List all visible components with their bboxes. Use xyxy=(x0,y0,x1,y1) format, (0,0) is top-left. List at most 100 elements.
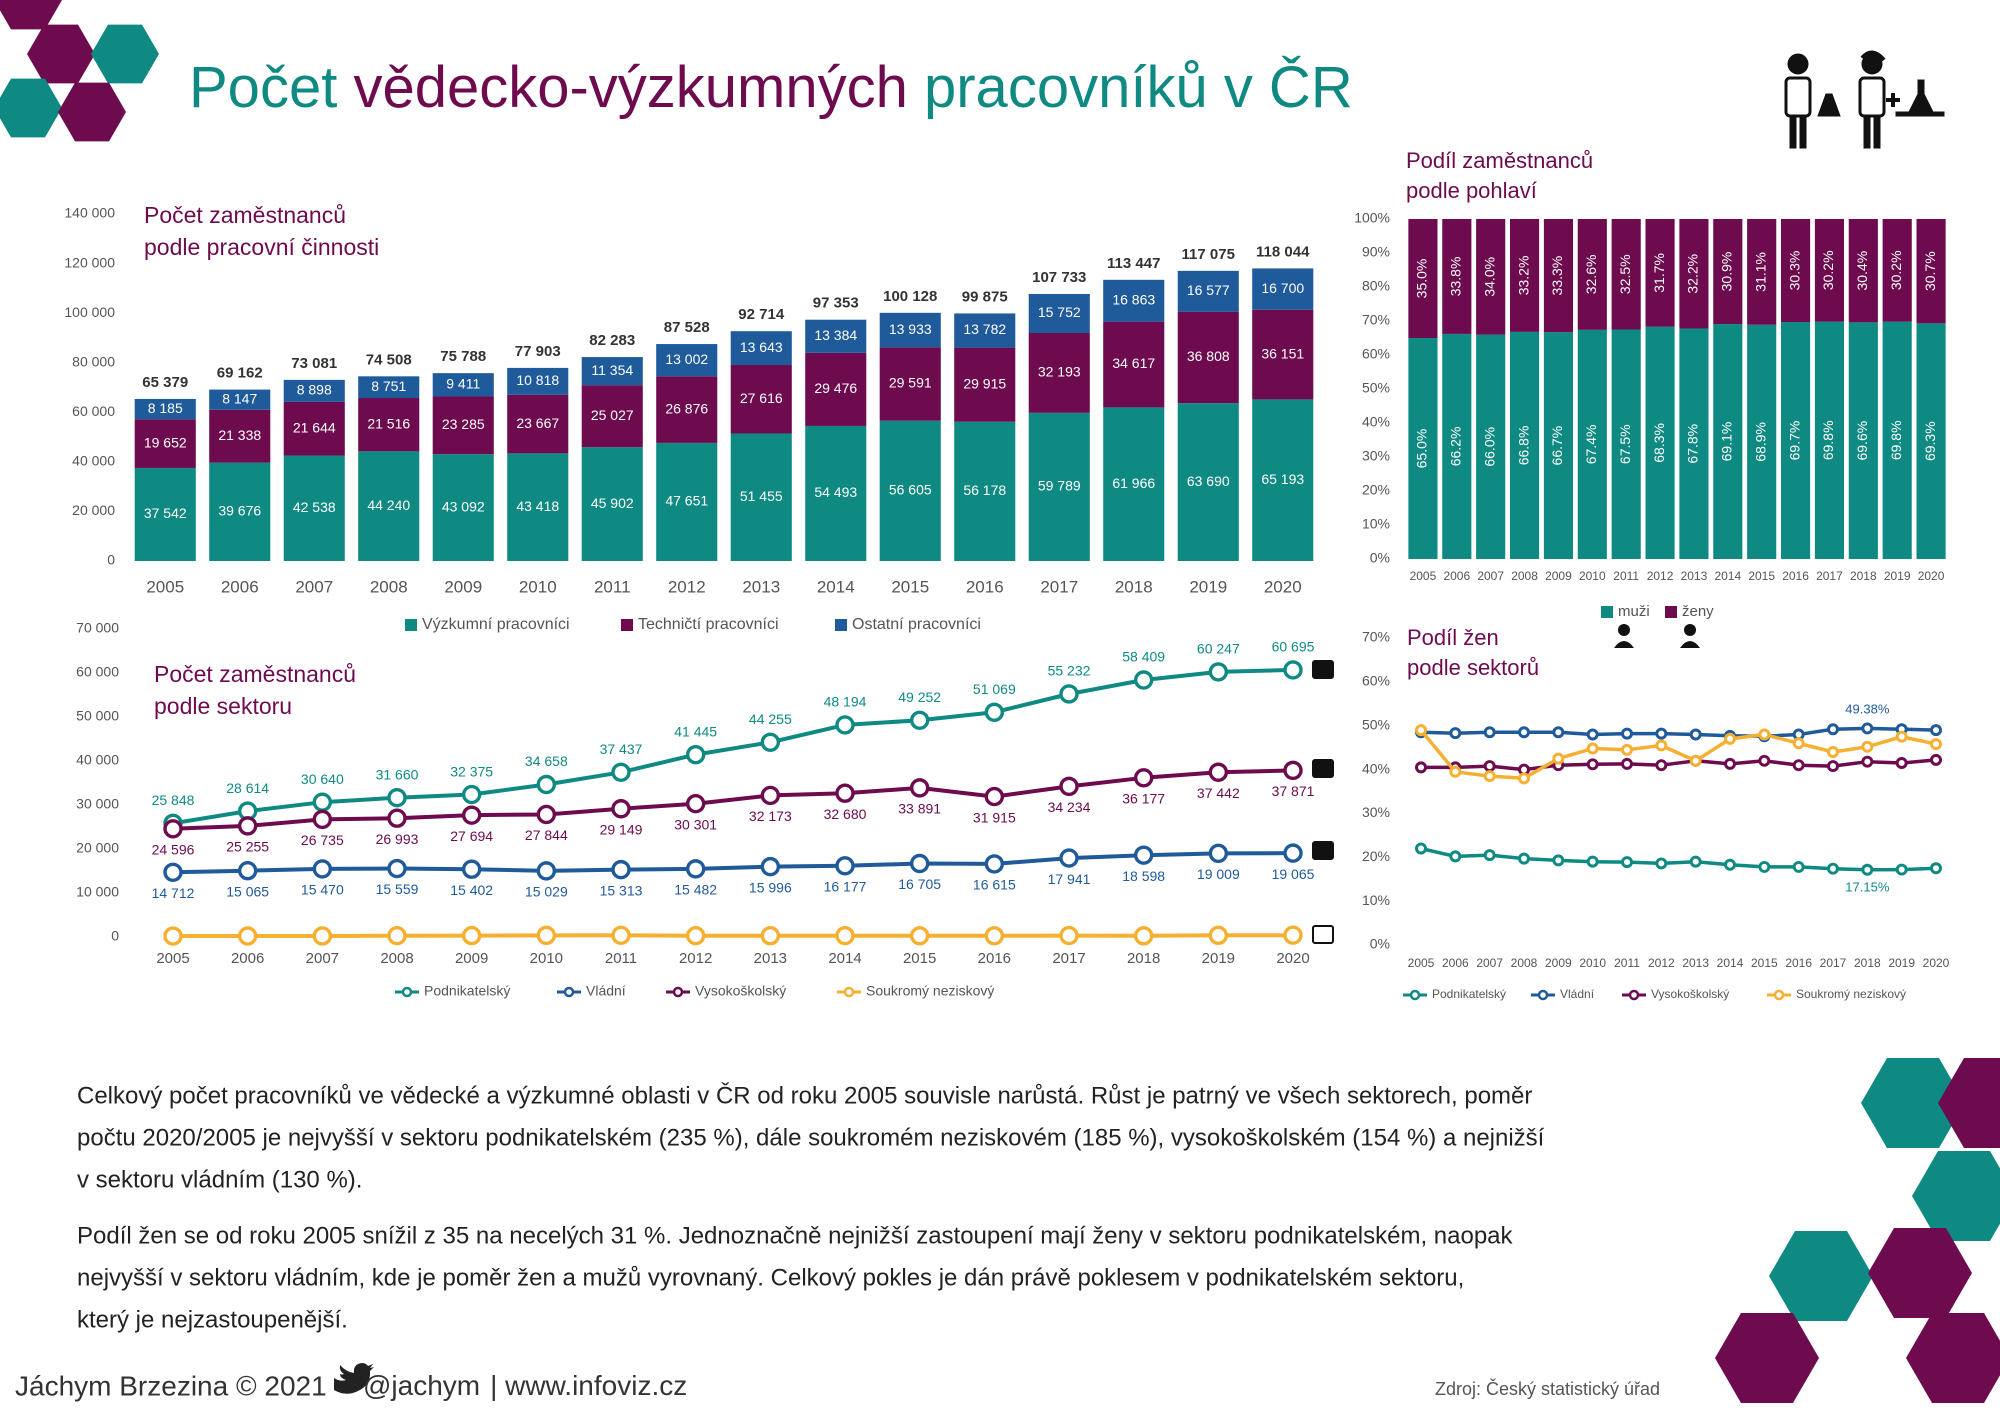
point-label: 34 234 xyxy=(1048,799,1091,815)
x-tick-label: 2013 xyxy=(1681,569,1708,583)
point-label: 15 470 xyxy=(301,882,344,898)
bar-segment xyxy=(656,376,718,443)
legend-label: Ostatní pracovníci xyxy=(852,616,981,633)
x-tick-label: 2006 xyxy=(231,950,264,967)
x-tick-label: 2009 xyxy=(444,577,482,596)
total-label: 69 162 xyxy=(217,365,263,382)
legend-point xyxy=(563,986,575,998)
total-label: 113 447 xyxy=(1107,255,1160,272)
point xyxy=(1552,726,1565,739)
bar-segment xyxy=(134,467,196,561)
bar-segment xyxy=(432,454,494,561)
bar-label: 67.5% xyxy=(1617,424,1633,464)
point xyxy=(312,926,333,946)
bar-label: 51 455 xyxy=(740,488,783,504)
bar-segment xyxy=(1252,268,1314,310)
total-label: 117 075 xyxy=(1182,246,1235,263)
bar-segment xyxy=(1177,403,1239,561)
point xyxy=(1930,724,1942,737)
x-tick-label: 2013 xyxy=(742,577,780,596)
chart-title: Počet zaměstnanců xyxy=(144,202,346,228)
bar-segment xyxy=(1509,331,1540,559)
y-tick-label: 100% xyxy=(1354,210,1390,226)
footer-author: Jáchym Brzezina © 2021 xyxy=(15,1370,327,1401)
point xyxy=(1208,843,1229,864)
total-label: 99 875 xyxy=(962,288,1008,305)
bar-segment xyxy=(954,347,1016,422)
legend-swatch xyxy=(835,619,847,631)
bar-label: 65.0% xyxy=(1414,429,1430,469)
point xyxy=(984,854,1005,874)
point xyxy=(1586,855,1599,868)
bar-label: 16 863 xyxy=(1112,291,1155,307)
x-tick-label: 2005 xyxy=(1410,569,1437,583)
paragraph-line: Celkový počet pracovníků ve vědecké a vý… xyxy=(77,1081,1532,1109)
point-label: 51 069 xyxy=(973,681,1016,697)
point xyxy=(1724,732,1736,745)
bar-segment xyxy=(1814,321,1845,559)
legend-label: Techničtí pracovníci xyxy=(638,616,779,633)
y-tick-label: 60% xyxy=(1362,346,1390,362)
x-tick-label: 2019 xyxy=(1189,577,1227,596)
point-label: 58 409 xyxy=(1122,649,1165,665)
y-tick-label: 70% xyxy=(1362,629,1390,645)
paragraph-line: počtu 2020/2005 je nejvyšší v sektoru po… xyxy=(77,1124,1545,1151)
point xyxy=(984,926,1005,946)
x-tick-label: 2007 xyxy=(295,577,333,596)
point xyxy=(1552,752,1565,765)
x-tick-label: 2016 xyxy=(1785,956,1812,970)
point xyxy=(536,925,557,946)
y-tick-label: 140 000 xyxy=(64,205,115,221)
bar-label: 19 652 xyxy=(144,434,187,450)
bar-label: 8 185 xyxy=(148,400,183,416)
bar-label: 43 092 xyxy=(442,498,485,514)
bar-label: 30.3% xyxy=(1786,251,1802,291)
footer-site: | www.infoviz.cz xyxy=(490,1370,687,1401)
hexagon xyxy=(1769,1231,1873,1321)
total-label: 65 379 xyxy=(142,374,188,391)
bar-label: 67.4% xyxy=(1583,425,1599,465)
point-label: 17.15% xyxy=(1845,880,1890,895)
point xyxy=(1483,770,1496,783)
bar-label: 54 493 xyxy=(814,484,857,500)
point xyxy=(461,805,482,825)
point xyxy=(685,859,706,879)
point xyxy=(760,732,781,752)
total-label: 97 353 xyxy=(813,295,859,312)
point xyxy=(312,809,333,830)
x-tick-label: 2016 xyxy=(1782,569,1809,583)
bar-label: 47 651 xyxy=(665,493,708,509)
point xyxy=(1208,662,1229,682)
bar-segment xyxy=(1028,412,1090,561)
hexagon xyxy=(1715,1313,1819,1403)
point xyxy=(1449,727,1462,740)
chart-title: podle sektorů xyxy=(1407,655,1539,680)
total-label: 107 733 xyxy=(1032,269,1086,286)
bar-segment xyxy=(954,421,1016,561)
x-tick-label: 2005 xyxy=(146,577,184,596)
point xyxy=(1689,754,1702,767)
bar-label: 13 384 xyxy=(814,327,857,343)
x-tick-label: 2012 xyxy=(1647,569,1674,583)
x-tick-label: 2011 xyxy=(1613,569,1639,583)
point xyxy=(1792,737,1805,750)
chart-title: podle sektoru xyxy=(154,693,292,719)
point-label: 60 247 xyxy=(1197,641,1240,657)
chart-title: Podíl žen xyxy=(1407,625,1499,650)
gender-icon-body xyxy=(1614,641,1634,648)
bar-segment xyxy=(1780,219,1811,323)
point-label: 26 735 xyxy=(301,832,344,848)
point-label: 25 848 xyxy=(152,792,195,808)
hexagon xyxy=(1938,1058,2000,1148)
x-tick-label: 2019 xyxy=(1884,569,1911,583)
bar-label: 30.9% xyxy=(1719,252,1735,292)
point xyxy=(461,784,482,805)
bar-segment xyxy=(1848,219,1878,323)
bar-segment xyxy=(1611,329,1641,559)
y-tick-label: 30 000 xyxy=(76,796,119,812)
legend-label: Vládní xyxy=(1560,987,1595,1001)
hexagon xyxy=(0,0,62,30)
point xyxy=(984,702,1005,722)
